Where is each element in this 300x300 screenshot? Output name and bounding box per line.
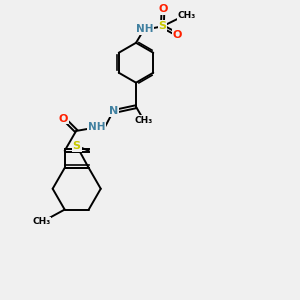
Text: O: O <box>59 113 68 124</box>
Text: O: O <box>158 4 168 14</box>
Text: O: O <box>173 30 182 40</box>
Text: CH₃: CH₃ <box>135 116 153 125</box>
Text: CH₃: CH₃ <box>32 218 50 226</box>
Text: NH: NH <box>88 122 106 132</box>
Text: NH: NH <box>136 24 154 34</box>
Text: N: N <box>109 106 118 116</box>
Text: S: S <box>73 141 81 151</box>
Text: S: S <box>158 21 166 32</box>
Text: CH₃: CH₃ <box>178 11 196 20</box>
